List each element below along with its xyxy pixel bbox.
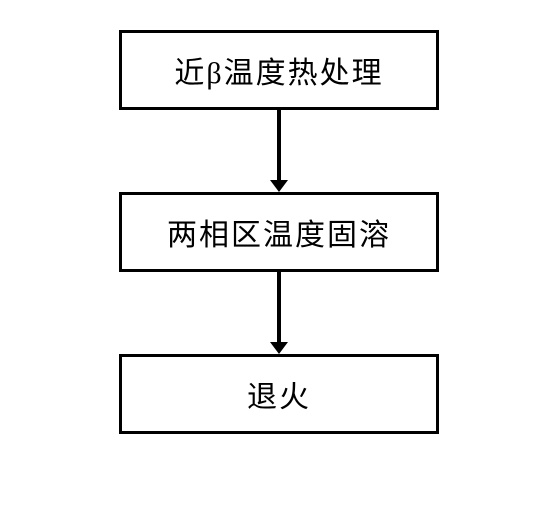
arrow-head-icon <box>270 342 288 354</box>
flowchart-arrow-1 <box>270 110 288 192</box>
arrow-line <box>277 272 281 342</box>
flowchart-node-3: 退火 <box>119 354 439 434</box>
arrow-line <box>277 110 281 180</box>
flowchart-container: 近β温度热处理 两相区温度固溶 退火 <box>119 30 439 434</box>
flowchart-arrow-2 <box>270 272 288 354</box>
arrow-head-icon <box>270 180 288 192</box>
flowchart-node-2: 两相区温度固溶 <box>119 192 439 272</box>
flowchart-node-1: 近β温度热处理 <box>119 30 439 110</box>
